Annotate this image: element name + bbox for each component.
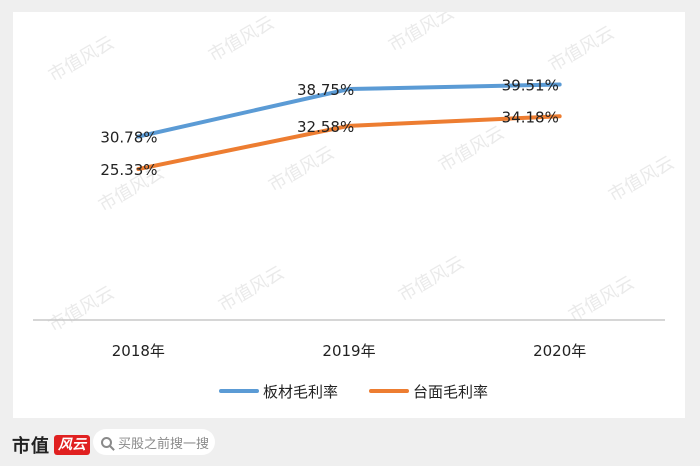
legend-label-1: 板材毛利率: [263, 383, 338, 401]
x-tick-label: 2019年: [322, 342, 375, 360]
footer-bar: 市值 风云 买股之前搜一搜: [0, 418, 700, 466]
watermark-text: 市值风云: [545, 22, 618, 76]
brand-seal: 风云: [54, 435, 90, 455]
watermark-text: 市值风云: [45, 32, 118, 86]
chart-card: 市值风云 市值风云 市值风云 市值风云 市值风云 市值风云 市值风云 市值风云 市值风云 市值风云…: [13, 12, 685, 418]
data-label: 25.33%: [100, 161, 157, 179]
watermark-text: 市值风云: [265, 142, 338, 196]
watermark-text: 市值风云: [45, 282, 118, 336]
search-box[interactable]: 买股之前搜一搜: [93, 429, 215, 455]
watermark-text: 市值风云: [215, 262, 288, 316]
data-label: 34.18%: [502, 108, 559, 126]
watermark-text: 市值风云: [395, 252, 468, 306]
x-tick-label: 2020年: [533, 342, 586, 360]
data-label: 30.78%: [100, 129, 157, 147]
x-tick-label: 2018年: [112, 342, 165, 360]
watermark-text: 市值风云: [435, 122, 508, 176]
series-line-2: [136, 114, 562, 172]
brand-name: 市值: [12, 436, 50, 457]
watermark-text: 市值风云: [385, 12, 458, 56]
watermark-text: 市值风云: [565, 272, 638, 326]
brand-logo[interactable]: 市值 风云: [12, 432, 90, 458]
series-line-1: [136, 82, 562, 139]
legend-label-2: 台面毛利率: [413, 383, 488, 401]
data-label: 32.58%: [297, 118, 354, 136]
data-label: 38.75%: [297, 81, 354, 99]
watermark-text: 市值风云: [605, 152, 678, 206]
search-placeholder: 买股之前搜一搜: [118, 436, 210, 452]
data-label: 39.51%: [502, 77, 559, 95]
watermark-text: 市值风云: [205, 12, 278, 66]
search-icon: [101, 436, 112, 448]
